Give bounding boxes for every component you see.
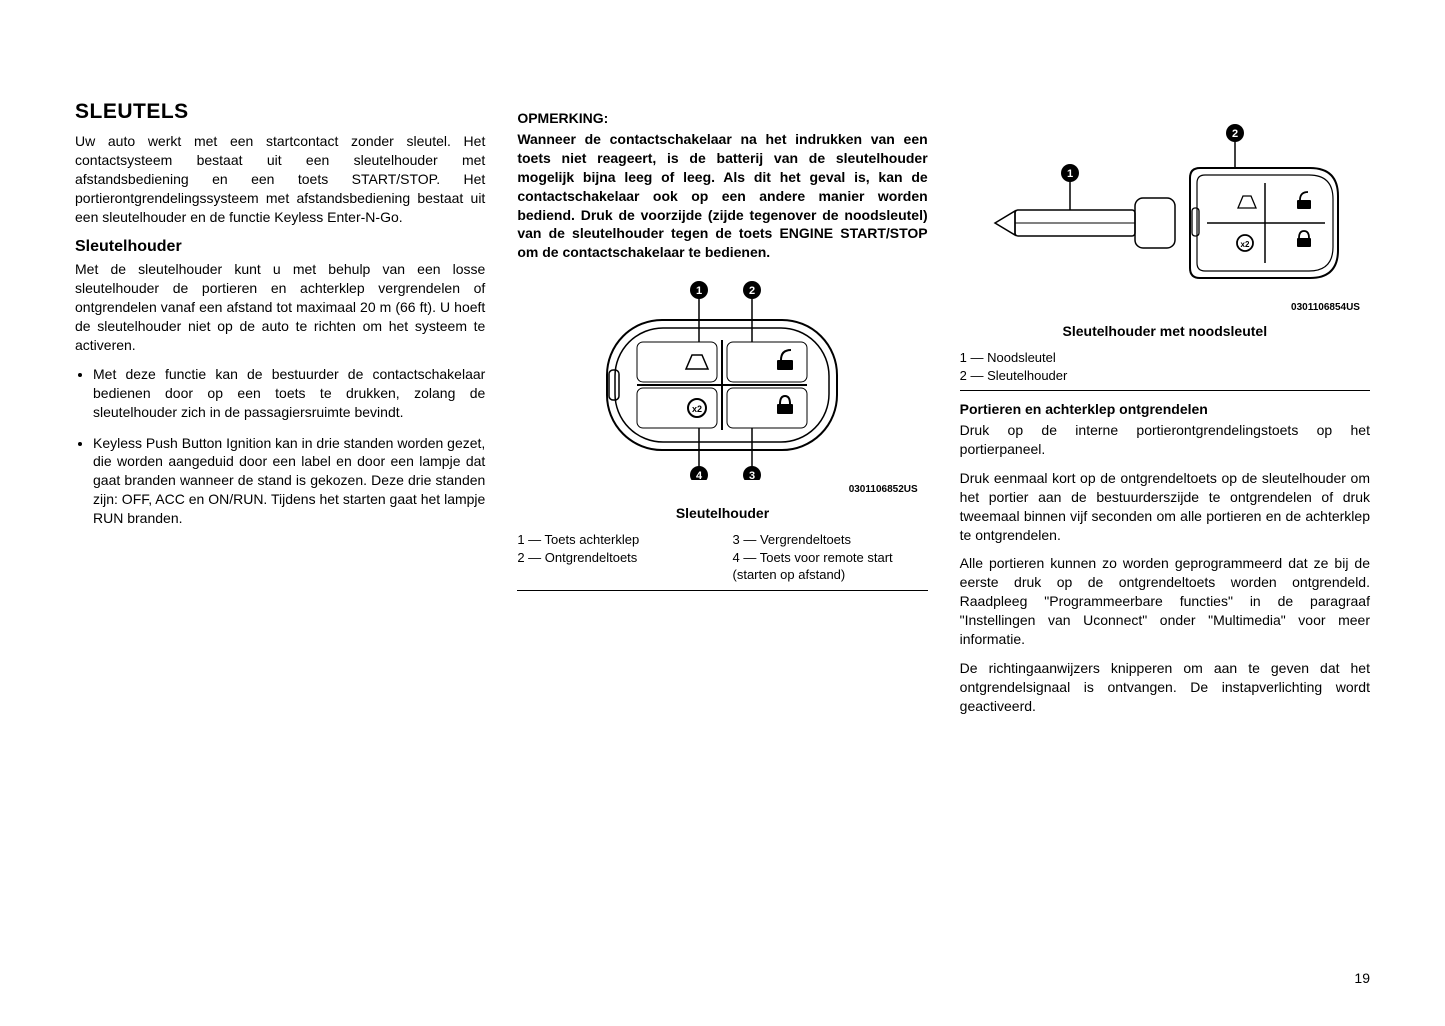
sleutelhouder-paragraph: Met de sleutelhouder kunt u met behulp v… xyxy=(75,260,485,354)
heading-sleutelhouder: Sleutelhouder xyxy=(75,238,485,256)
keyfob-icon: x2 1 2 3 4 xyxy=(577,280,867,480)
figure-legend: 1 — Toets achterklep 2 — Ontgrendeltoets… xyxy=(517,531,927,591)
figure-id: 0301106854US xyxy=(960,302,1370,313)
legend-item: 1 — Noodsleutel xyxy=(960,349,1370,367)
intro-paragraph: Uw auto werkt met een startcontact zonde… xyxy=(75,132,485,226)
unlock-paragraph: De richtingaanwijzers knipperen om aan t… xyxy=(960,659,1370,716)
svg-text:4: 4 xyxy=(696,470,703,480)
svg-text:x2: x2 xyxy=(692,404,702,414)
svg-text:2: 2 xyxy=(749,285,755,297)
keyfob-emergency-key-icon: x2 1 2 xyxy=(985,118,1345,298)
figure-caption: Sleutelhouder met noodsleutel xyxy=(960,323,1370,339)
list-item: Met deze functie kan de bestuurder de co… xyxy=(93,365,485,422)
figure-caption: Sleutelhouder xyxy=(517,505,927,521)
figure-id: 0301106852US xyxy=(517,484,927,495)
figure-keyfob: x2 1 2 3 4 0301106852US Sleutelhouder xyxy=(517,280,927,521)
svg-text:3: 3 xyxy=(749,470,755,480)
column-2: OPMERKING: Wanneer de contactschakelaar … xyxy=(517,100,927,726)
column-1: SLEUTELS Uw auto werkt met een startcont… xyxy=(75,100,485,726)
list-item: Keyless Push Button Ignition kan in drie… xyxy=(93,434,485,528)
legend-item: 3 — Vergrendeltoets xyxy=(733,531,928,549)
note-paragraph: Wanneer de contactschakelaar na het in­d… xyxy=(517,130,927,262)
figure-legend: 1 — Noodsleutel 2 — Sleutelhouder xyxy=(960,349,1370,391)
note-heading: OPMERKING: xyxy=(517,110,927,126)
unlock-paragraph: Druk eenmaal kort op de ontgrendeltoets … xyxy=(960,469,1370,545)
unlock-paragraph: Druk op de interne portierontgrendelings… xyxy=(960,421,1370,459)
legend-item: 2 — Ontgrendeltoets xyxy=(517,549,712,567)
svg-text:x2: x2 xyxy=(1240,240,1249,249)
page-columns: SLEUTELS Uw auto werkt met een startcont… xyxy=(75,100,1370,726)
legend-item: 4 — Toets voor remote start (starten op … xyxy=(733,549,928,584)
legend-item: 2 — Sleutelhouder xyxy=(960,367,1370,385)
unlock-paragraph: Alle portieren kunnen zo worden geprogra… xyxy=(960,554,1370,648)
svg-text:1: 1 xyxy=(696,285,702,297)
svg-text:2: 2 xyxy=(1232,128,1238,140)
page-number: 19 xyxy=(1354,970,1370,986)
legend-item: 1 — Toets achterklep xyxy=(517,531,712,549)
heading-unlock: Portieren en achterklep ontgrendelen xyxy=(960,401,1370,417)
heading-sleutels: SLEUTELS xyxy=(75,100,485,124)
figure-keyfob-with-key: x2 1 2 0301106854US Sleutelhouder met no… xyxy=(960,118,1370,339)
svg-text:1: 1 xyxy=(1067,168,1073,180)
feature-list: Met deze functie kan de bestuurder de co… xyxy=(75,365,485,528)
column-3: x2 1 2 0301106854US Sleutelhouder met no… xyxy=(960,100,1370,726)
